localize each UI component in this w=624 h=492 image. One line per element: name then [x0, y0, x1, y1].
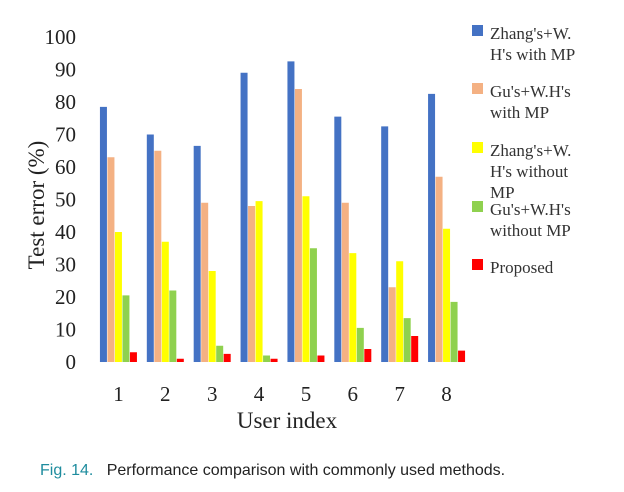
bar: [403, 318, 411, 363]
legend-swatch: [472, 83, 483, 94]
caption-text: Performance comparison with commonly use…: [106, 462, 506, 479]
x-tick-label: 1: [113, 382, 124, 406]
legend-item: Zhang's+W. H's with MP: [472, 24, 575, 64]
bar: [381, 126, 389, 363]
bar: [364, 349, 372, 362]
legend-label: MP: [490, 183, 515, 202]
bar: [302, 196, 310, 362]
bar: [208, 271, 216, 362]
bar: [154, 150, 162, 362]
y-tick-label: 40: [55, 220, 76, 244]
legend-item: Proposed: [472, 258, 554, 277]
legend-label: without MP: [490, 221, 571, 240]
legend-item: Zhang's+W. H's without MP: [472, 141, 571, 202]
bar: [317, 355, 325, 362]
bar: [334, 116, 342, 363]
bar: [411, 336, 419, 362]
x-tick-label: 8: [441, 382, 452, 406]
y-tick-label: 100: [45, 25, 77, 49]
legend-item: Gu's+W.H's with MP: [472, 82, 571, 122]
bar: [255, 201, 263, 363]
legend-label: Zhang's+W.: [490, 24, 571, 43]
y-tick-label: 50: [55, 188, 76, 212]
bar: [114, 232, 122, 362]
bar: [223, 353, 231, 363]
x-tick-label: 5: [301, 382, 312, 406]
legend-item: Gu's+W.H's without MP: [472, 200, 571, 240]
bar: [396, 261, 404, 362]
bar: [122, 295, 130, 363]
legend-label: H's with MP: [490, 45, 575, 64]
bar: [169, 290, 177, 362]
bar: [458, 350, 466, 363]
x-tick-label: 2: [160, 382, 171, 406]
legend-label: Zhang's+W.: [490, 141, 571, 160]
bar: [216, 345, 224, 362]
bar: [443, 228, 451, 362]
bar: [341, 202, 349, 362]
bars: [99, 61, 466, 363]
x-axis-ticks: 1 2 3 4 5 6 7 8: [113, 382, 452, 406]
y-tick-label: 60: [55, 155, 76, 179]
bar: [270, 358, 278, 362]
y-tick-label: 90: [55, 58, 76, 82]
legend-label: Gu's+W.H's: [490, 82, 571, 101]
legend-swatch: [472, 201, 483, 212]
legend-swatch: [472, 142, 483, 153]
bar: [349, 253, 357, 363]
x-tick-label: 6: [348, 382, 359, 406]
legend-swatch: [472, 259, 483, 270]
legend-label: H's without: [490, 162, 568, 181]
bar: [99, 106, 107, 363]
legend-label: with MP: [490, 103, 549, 122]
bar: [193, 145, 201, 363]
x-tick-label: 7: [394, 382, 405, 406]
y-tick-label: 10: [55, 318, 76, 342]
bar-chart: 0 10 20 30 40 50 60 70 80 90 100 1 2 3 4 5 6 7 8 User ind…: [24, 24, 575, 433]
bar: [129, 352, 137, 362]
x-tick-label: 4: [254, 382, 265, 406]
y-tick-label: 0: [66, 350, 77, 374]
legend-label: Gu's+W.H's: [490, 200, 571, 219]
y-axis-ticks: 0 10 20 30 40 50 60 70 80 90 100: [45, 25, 77, 374]
y-tick-label: 70: [55, 123, 76, 147]
bar: [287, 61, 295, 363]
legend-label: Proposed: [490, 258, 554, 277]
figure-number: Fig. 14.: [40, 462, 94, 479]
bar: [248, 206, 256, 362]
bar: [107, 157, 115, 362]
bar: [428, 93, 436, 363]
bar: [435, 176, 443, 362]
bar: [161, 241, 169, 362]
figure-caption: Fig. 14. Performance comparison with com…: [40, 462, 505, 480]
x-axis-title: User index: [237, 408, 338, 433]
y-axis-title: Test error (%): [24, 141, 49, 270]
bar: [294, 89, 302, 362]
bar: [263, 355, 271, 362]
y-tick-label: 30: [55, 253, 76, 277]
bar: [388, 287, 396, 362]
bar: [176, 358, 184, 362]
x-tick-label: 3: [207, 382, 218, 406]
bar: [146, 134, 154, 362]
bar: [201, 202, 209, 362]
legend: Zhang's+W. H's with MP Gu's+W.H's with MP Zh…: [472, 24, 575, 277]
bar: [309, 248, 317, 362]
bar: [240, 72, 248, 362]
bar: [450, 301, 458, 363]
y-tick-label: 20: [55, 285, 76, 309]
y-tick-label: 80: [55, 90, 76, 114]
bar: [356, 327, 364, 363]
legend-swatch: [472, 25, 483, 36]
